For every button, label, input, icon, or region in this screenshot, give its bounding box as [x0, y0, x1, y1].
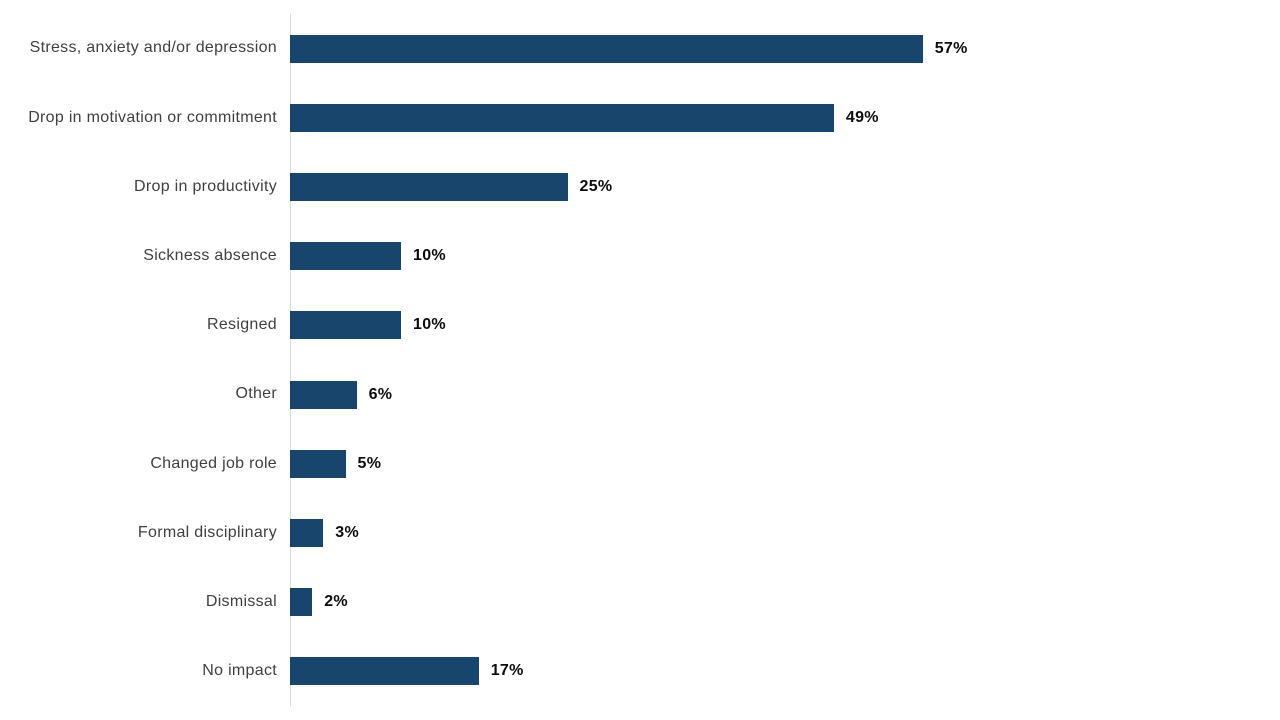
category-label: Stress, anxiety and/or depression — [29, 39, 277, 57]
y-axis-line — [290, 14, 291, 706]
bar — [290, 657, 479, 686]
bar — [290, 519, 324, 548]
category-label: Drop in motivation or commitment — [28, 108, 277, 126]
bar-area: 25% — [290, 173, 1280, 201]
category-label: Formal disciplinary — [137, 523, 277, 541]
chart-row: Drop in motivation or commitment 49% — [0, 83, 1280, 152]
bar-area: 3% — [290, 519, 1280, 548]
chart-row: Drop in productivity 25% — [0, 152, 1280, 221]
value-label: 3% — [335, 524, 360, 542]
category-label: Dismissal — [205, 593, 277, 611]
category-label: No impact — [202, 662, 277, 680]
value-label: 5% — [357, 454, 382, 472]
bar — [290, 242, 401, 271]
chart-row: Resigned 10% — [0, 291, 1280, 360]
bar-area: 5% — [290, 449, 1280, 478]
value-label: 10% — [413, 316, 446, 334]
value-label: 17% — [490, 662, 524, 680]
value-label: 25% — [579, 178, 613, 195]
chart-row: Formal disciplinary 3% — [0, 498, 1280, 567]
bar — [290, 311, 401, 340]
category-label: Drop in productivity — [134, 177, 277, 195]
chart-row: Stress, anxiety and/or depression 57% — [0, 14, 1280, 83]
bar — [290, 380, 357, 409]
bar-area: 6% — [290, 380, 1280, 409]
category-label: Sickness absence — [143, 247, 277, 265]
bar — [290, 588, 313, 617]
chart-row: Dismissal 2% — [0, 568, 1280, 637]
bar — [290, 449, 346, 478]
chart-row: Sickness absence 10% — [0, 222, 1280, 291]
bar — [290, 34, 923, 63]
bar-area: 49% — [290, 103, 1280, 132]
category-label: Other — [235, 385, 277, 403]
value-label: 10% — [413, 247, 446, 265]
value-label: 57% — [934, 39, 968, 57]
category-label: Resigned — [206, 316, 277, 334]
chart-row: Other 6% — [0, 360, 1280, 429]
chart-row: No impact 17% — [0, 637, 1280, 706]
bar-area: 10% — [290, 242, 1280, 271]
bar-area: 2% — [290, 588, 1280, 617]
value-label: 49% — [845, 108, 879, 126]
bar-area: 17% — [290, 657, 1280, 686]
bar-area: 57% — [290, 34, 1280, 63]
value-label: 6% — [368, 385, 393, 403]
bar-area: 10% — [290, 311, 1280, 340]
plot-area: Stress, anxiety and/or depression 57% Dr… — [0, 14, 1280, 706]
bar — [290, 173, 568, 201]
chart-row: Changed job role 5% — [0, 429, 1280, 498]
bar — [290, 103, 834, 132]
category-label: Changed job role — [150, 454, 277, 472]
value-label: 2% — [324, 593, 348, 611]
